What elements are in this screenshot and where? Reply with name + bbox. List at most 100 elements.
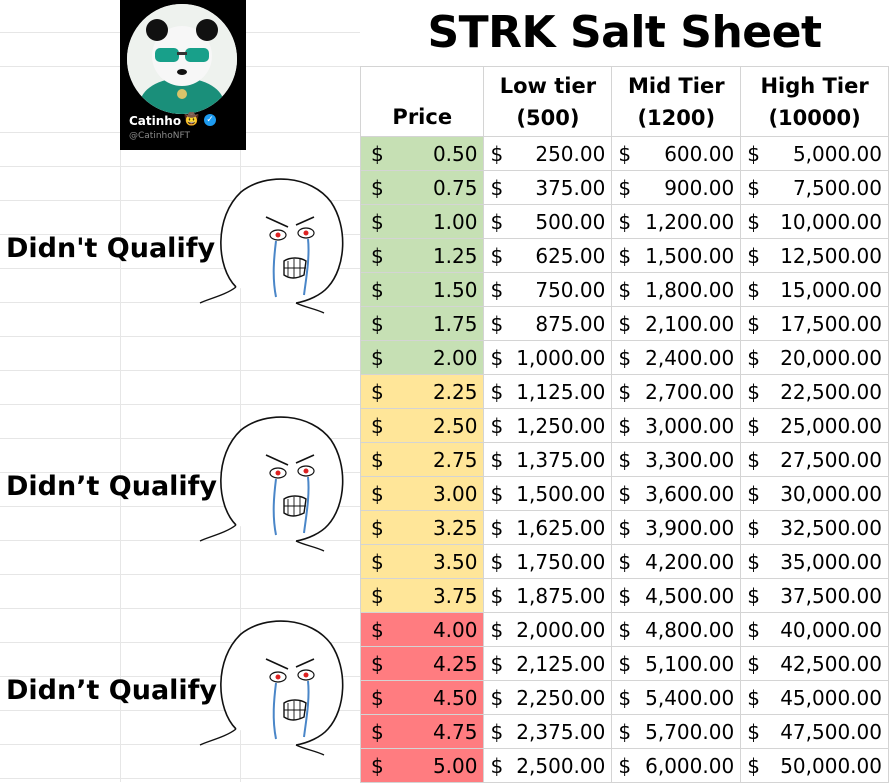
low-tier-cell[interactable]: $1,750.00 bbox=[483, 544, 613, 579]
mid-tier-cell[interactable]: $1,500.00 bbox=[611, 238, 742, 273]
mid-tier-cell[interactable]: $6,000.00 bbox=[611, 748, 742, 783]
group-label: Didn’t Qualify bbox=[6, 675, 218, 706]
mid-tier-cell[interactable]: $4,200.00 bbox=[611, 544, 742, 579]
mid-tier-cell[interactable]: $600.00 bbox=[611, 136, 742, 171]
salt-table: Price Low tier (500) Mid Tier (1200) Hig… bbox=[359, 66, 889, 783]
price-cell[interactable]: $1.50 bbox=[359, 272, 485, 307]
profile-name: Catinho bbox=[129, 114, 182, 128]
low-tier-cell[interactable]: $2,125.00 bbox=[483, 646, 613, 681]
price-cell[interactable]: $1.25 bbox=[359, 238, 485, 273]
high-tier-cell[interactable]: $27,500.00 bbox=[740, 442, 889, 477]
currency-symbol: $ bbox=[371, 447, 384, 472]
header-high-tier[interactable]: High Tier (10000) bbox=[740, 66, 889, 137]
currency-symbol: $ bbox=[371, 311, 384, 336]
high-tier-cell[interactable]: $30,000.00 bbox=[740, 476, 889, 511]
high-tier-cell[interactable]: $22,500.00 bbox=[740, 374, 889, 409]
currency-symbol: $ bbox=[747, 583, 760, 608]
high-tier-cell[interactable]: $45,000.00 bbox=[740, 680, 889, 715]
price-cell[interactable]: $3.25 bbox=[359, 510, 485, 545]
high-tier-cell[interactable]: $32,500.00 bbox=[740, 510, 889, 545]
header-low-tier[interactable]: Low tier (500) bbox=[483, 66, 613, 137]
low-tier-cell[interactable]: $1,000.00 bbox=[483, 340, 613, 375]
header-high-tier-name: High Tier bbox=[760, 73, 869, 98]
high-tier-cell[interactable]: $12,500.00 bbox=[740, 238, 889, 273]
high-tier-cell[interactable]: $7,500.00 bbox=[740, 170, 889, 205]
table-row: $4.25 $2,125.00 $5,100.00 $42,500.00 bbox=[359, 646, 889, 681]
low-tier-cell[interactable]: $2,250.00 bbox=[483, 680, 613, 715]
price-cell[interactable]: $3.50 bbox=[359, 544, 485, 579]
currency-symbol: $ bbox=[371, 379, 384, 404]
mid-tier-cell[interactable]: $1,200.00 bbox=[611, 204, 742, 239]
mid-tier-cell[interactable]: $5,700.00 bbox=[611, 714, 742, 749]
currency-symbol: $ bbox=[371, 753, 384, 778]
price-cell[interactable]: $4.75 bbox=[359, 714, 485, 749]
high-tier-cell[interactable]: $20,000.00 bbox=[740, 340, 889, 375]
mid-tier-cell[interactable]: $2,100.00 bbox=[611, 306, 742, 341]
low-value: 2,500.00 bbox=[516, 753, 606, 778]
low-tier-cell[interactable]: $2,000.00 bbox=[483, 612, 613, 647]
low-tier-cell[interactable]: $375.00 bbox=[483, 170, 613, 205]
high-tier-cell[interactable]: $50,000.00 bbox=[740, 748, 889, 783]
price-cell[interactable]: $0.50 bbox=[359, 136, 485, 171]
table-row: $0.50 $250.00 $600.00 $5,000.00 bbox=[359, 136, 889, 171]
low-tier-cell[interactable]: $1,875.00 bbox=[483, 578, 613, 613]
header-mid-tier[interactable]: Mid Tier (1200) bbox=[611, 66, 742, 137]
price-cell[interactable]: $4.00 bbox=[359, 612, 485, 647]
price-cell[interactable]: $2.50 bbox=[359, 408, 485, 443]
high-tier-cell[interactable]: $25,000.00 bbox=[740, 408, 889, 443]
mid-tier-cell[interactable]: $2,400.00 bbox=[611, 340, 742, 375]
mid-tier-cell[interactable]: $3,000.00 bbox=[611, 408, 742, 443]
high-value: 30,000.00 bbox=[780, 481, 882, 506]
price-cell[interactable]: $3.00 bbox=[359, 476, 485, 511]
currency-symbol: $ bbox=[747, 209, 760, 234]
high-tier-cell[interactable]: $47,500.00 bbox=[740, 714, 889, 749]
mid-tier-cell[interactable]: $4,800.00 bbox=[611, 612, 742, 647]
low-tier-cell[interactable]: $2,375.00 bbox=[483, 714, 613, 749]
high-value: 27,500.00 bbox=[780, 447, 882, 472]
price-cell[interactable]: $4.50 bbox=[359, 680, 485, 715]
low-tier-cell[interactable]: $625.00 bbox=[483, 238, 613, 273]
crying-wojak-icon bbox=[196, 609, 358, 759]
currency-symbol: $ bbox=[490, 549, 504, 574]
price-cell[interactable]: $4.25 bbox=[359, 646, 485, 681]
high-tier-cell[interactable]: $5,000.00 bbox=[740, 136, 889, 171]
mid-tier-cell[interactable]: $4,500.00 bbox=[611, 578, 742, 613]
low-tier-cell[interactable]: $750.00 bbox=[483, 272, 613, 307]
price-cell[interactable]: $2.25 bbox=[359, 374, 485, 409]
price-cell[interactable]: $2.00 bbox=[359, 340, 485, 375]
low-tier-cell[interactable]: $1,500.00 bbox=[483, 476, 613, 511]
price-cell[interactable]: $1.00 bbox=[359, 204, 485, 239]
low-tier-cell[interactable]: $500.00 bbox=[483, 204, 613, 239]
price-cell[interactable]: $3.75 bbox=[359, 578, 485, 613]
high-tier-cell[interactable]: $10,000.00 bbox=[740, 204, 889, 239]
high-tier-cell[interactable]: $15,000.00 bbox=[740, 272, 889, 307]
high-tier-cell[interactable]: $37,500.00 bbox=[740, 578, 889, 613]
mid-tier-cell[interactable]: $2,700.00 bbox=[611, 374, 742, 409]
price-cell[interactable]: $5.00 bbox=[359, 748, 485, 783]
header-price[interactable]: Price bbox=[359, 66, 485, 137]
price-cell[interactable]: $1.75 bbox=[359, 306, 485, 341]
low-tier-cell[interactable]: $1,125.00 bbox=[483, 374, 613, 409]
low-tier-cell[interactable]: $1,375.00 bbox=[483, 442, 613, 477]
mid-tier-cell[interactable]: $1,800.00 bbox=[611, 272, 742, 307]
high-tier-cell[interactable]: $42,500.00 bbox=[740, 646, 889, 681]
mid-tier-cell[interactable]: $3,300.00 bbox=[611, 442, 742, 477]
low-tier-cell[interactable]: $1,625.00 bbox=[483, 510, 613, 545]
price-cell[interactable]: $0.75 bbox=[359, 170, 485, 205]
high-tier-cell[interactable]: $40,000.00 bbox=[740, 612, 889, 647]
low-tier-cell[interactable]: $875.00 bbox=[483, 306, 613, 341]
high-tier-cell[interactable]: $17,500.00 bbox=[740, 306, 889, 341]
mid-tier-cell[interactable]: $900.00 bbox=[611, 170, 742, 205]
low-tier-cell[interactable]: $1,250.00 bbox=[483, 408, 613, 443]
currency-symbol: $ bbox=[618, 753, 632, 778]
price-cell[interactable]: $2.75 bbox=[359, 442, 485, 477]
mid-tier-cell[interactable]: $5,400.00 bbox=[611, 680, 742, 715]
currency-symbol: $ bbox=[618, 549, 632, 574]
low-tier-cell[interactable]: $250.00 bbox=[483, 136, 613, 171]
low-tier-cell[interactable]: $2,500.00 bbox=[483, 748, 613, 783]
mid-tier-cell[interactable]: $3,900.00 bbox=[611, 510, 742, 545]
low-value: 750.00 bbox=[535, 277, 606, 302]
high-tier-cell[interactable]: $35,000.00 bbox=[740, 544, 889, 579]
mid-tier-cell[interactable]: $5,100.00 bbox=[611, 646, 742, 681]
mid-tier-cell[interactable]: $3,600.00 bbox=[611, 476, 742, 511]
